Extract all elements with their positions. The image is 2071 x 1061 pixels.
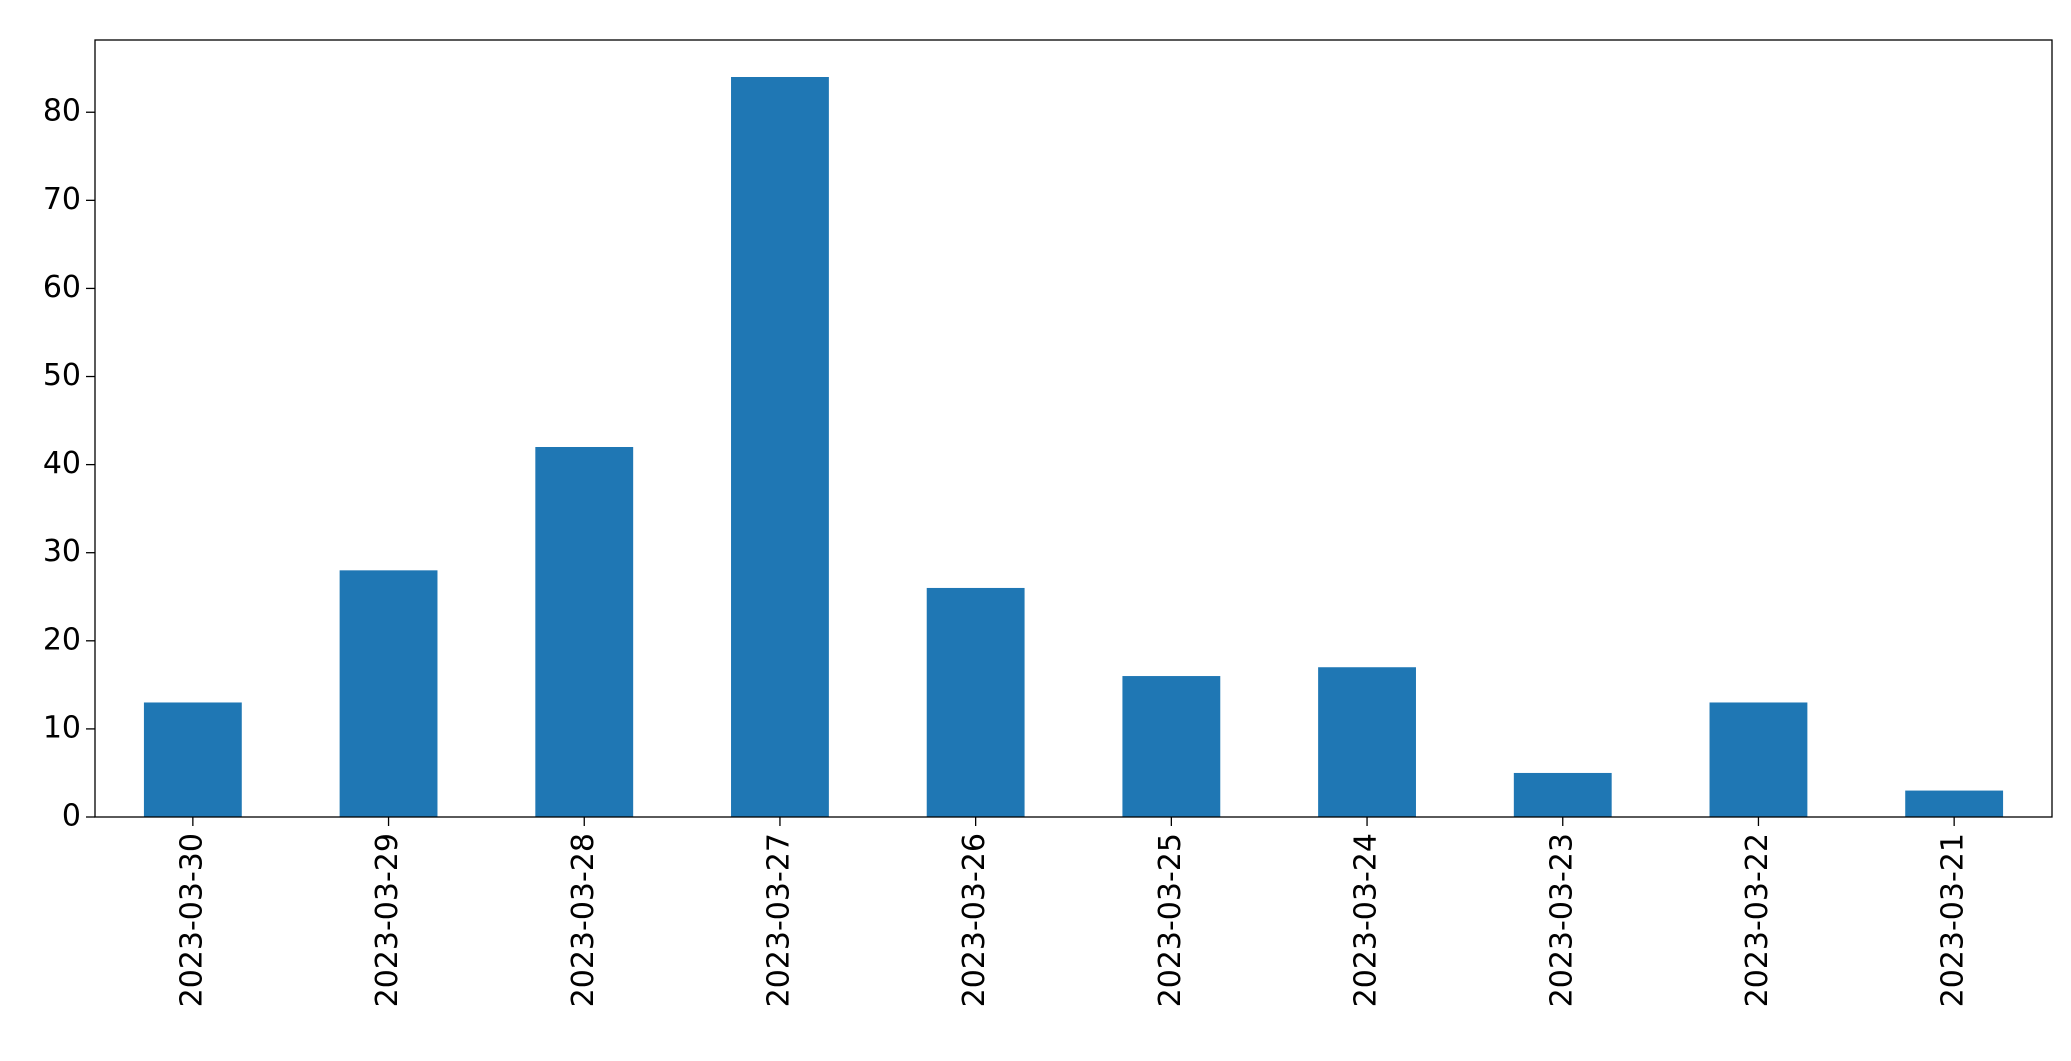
x-tick-label: 2023-03-26 xyxy=(957,833,992,1007)
bar xyxy=(1122,676,1221,817)
y-tick-label: 60 xyxy=(43,270,81,305)
x-tick-label: 2023-03-27 xyxy=(761,833,796,1007)
bar xyxy=(1318,667,1416,817)
x-tick-label: 2023-03-28 xyxy=(566,833,601,1007)
y-tick-label: 10 xyxy=(43,710,81,745)
x-tick-label: 2023-03-30 xyxy=(174,833,209,1007)
y-tick-label: 80 xyxy=(43,94,81,129)
x-tick-label: 2023-03-25 xyxy=(1153,833,1188,1007)
bar xyxy=(1709,702,1808,817)
y-tick-label: 40 xyxy=(43,446,81,481)
x-tick-label: 2023-03-29 xyxy=(370,833,405,1007)
y-tick-label: 50 xyxy=(43,358,81,393)
y-tick-label: 20 xyxy=(43,622,81,657)
bar xyxy=(143,702,242,817)
bar xyxy=(1905,790,2004,817)
bar xyxy=(731,77,829,817)
x-tick-label: 2023-03-21 xyxy=(1936,833,1971,1007)
bar xyxy=(1513,772,1612,817)
plot-frame xyxy=(94,39,2053,818)
x-tick-label: 2023-03-22 xyxy=(1740,833,1775,1007)
x-tick-label: 2023-03-24 xyxy=(1349,833,1384,1007)
y-tick-label: 30 xyxy=(43,534,81,569)
y-tick-label: 70 xyxy=(43,182,81,217)
x-tick-label: 2023-03-23 xyxy=(1544,833,1579,1007)
bar xyxy=(926,587,1025,817)
bar xyxy=(339,570,438,817)
bar xyxy=(535,447,634,817)
y-tick-label: 0 xyxy=(62,799,81,834)
